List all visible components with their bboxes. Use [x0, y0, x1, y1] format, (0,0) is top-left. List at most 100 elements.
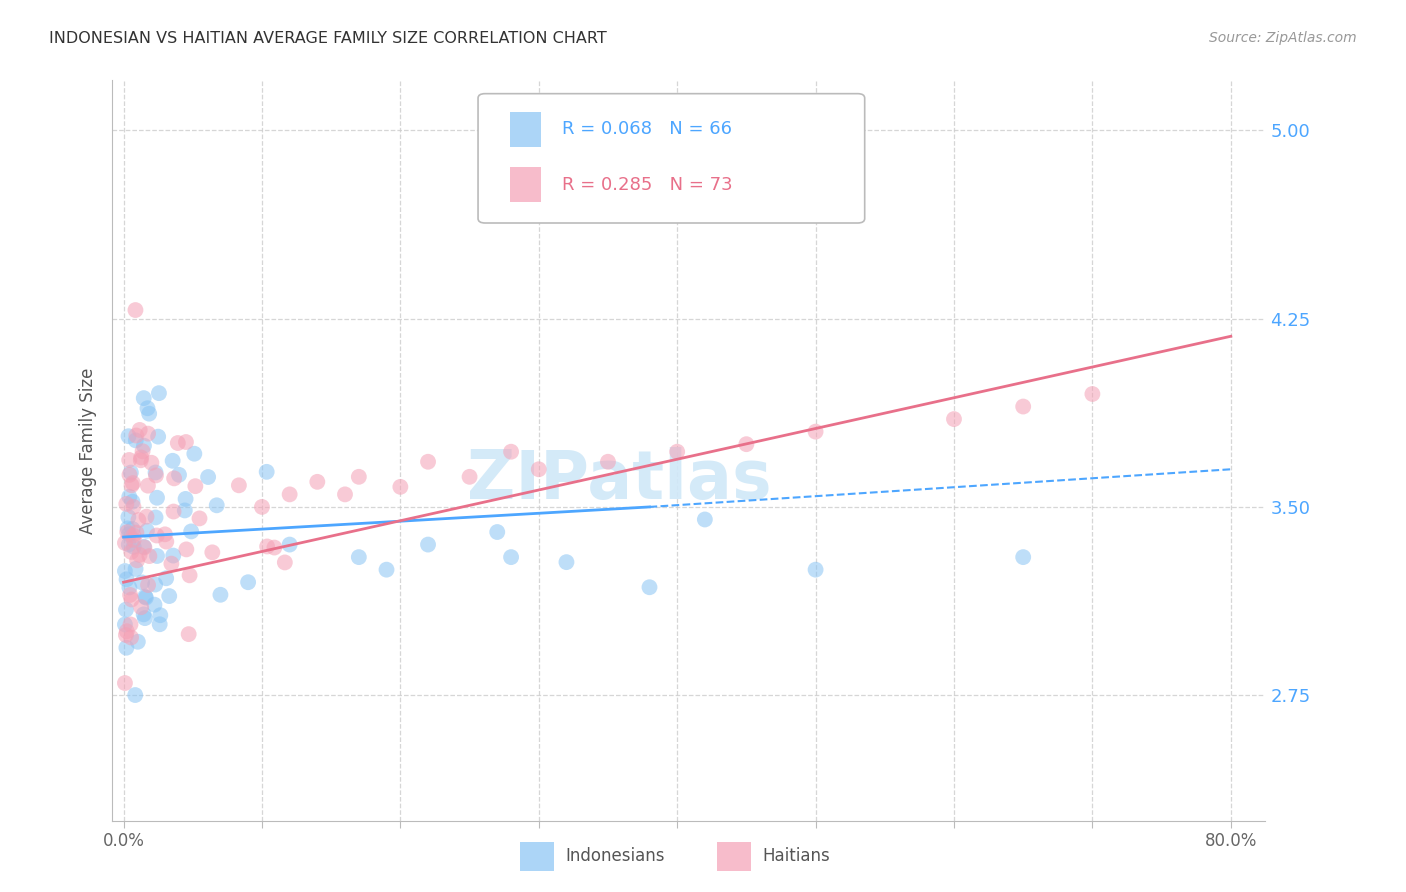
Point [486, 169, 509, 183]
Point [347, 470, 370, 484]
Point [167, 467, 190, 482]
Point [146, 491, 169, 505]
Point [155, 534, 177, 549]
Point [145, 468, 167, 483]
Point [416, 538, 439, 552]
Point [596, 455, 619, 469]
Point [124, 303, 146, 318]
Point [141, 456, 163, 470]
Point [120, 617, 142, 632]
Point [120, 466, 142, 480]
Point [666, 444, 689, 458]
Point [120, 545, 142, 559]
Point [136, 426, 159, 441]
Point [132, 391, 155, 405]
Point [129, 600, 152, 615]
Point [638, 580, 661, 594]
Point [149, 617, 172, 632]
Point [115, 572, 138, 586]
Point [122, 500, 145, 514]
Point [347, 550, 370, 565]
Point [136, 578, 159, 592]
Point [1012, 550, 1035, 565]
Point [135, 509, 157, 524]
Point [160, 557, 183, 571]
Point [114, 536, 136, 550]
Point [118, 581, 141, 595]
Point [117, 429, 139, 443]
Point [307, 475, 329, 489]
Point [118, 453, 141, 467]
Point [555, 555, 578, 569]
Point [121, 478, 143, 492]
Point [121, 494, 143, 508]
Point [129, 450, 152, 465]
Point [117, 510, 139, 524]
Point [166, 436, 188, 450]
Point [804, 425, 827, 439]
Point [118, 527, 141, 541]
Point [117, 521, 139, 535]
Point [135, 591, 157, 605]
Point [177, 627, 200, 641]
Point [735, 437, 758, 451]
Point [693, 512, 716, 526]
Point [136, 524, 159, 538]
Point [228, 478, 250, 492]
Point [134, 541, 156, 555]
Point [146, 430, 169, 444]
Text: INDONESIAN VS HAITIAN AVERAGE FAMILY SIZE CORRELATION CHART: INDONESIAN VS HAITIAN AVERAGE FAMILY SIZ… [49, 31, 607, 46]
Point [138, 549, 160, 563]
Point [389, 480, 412, 494]
Point [527, 462, 550, 476]
Point [501, 550, 523, 565]
Point [183, 447, 205, 461]
Point [134, 611, 156, 625]
Point [115, 497, 138, 511]
Y-axis label: Average Family Size: Average Family Size [79, 368, 97, 533]
Text: Source: ZipAtlas.com: Source: ZipAtlas.com [1209, 31, 1357, 45]
Point [134, 590, 156, 604]
Point [131, 575, 153, 590]
Point [118, 490, 141, 504]
Point [209, 588, 232, 602]
Point [127, 634, 149, 648]
Point [278, 487, 301, 501]
Point [124, 688, 146, 702]
Point [250, 500, 273, 514]
Point [162, 504, 184, 518]
Text: R = 0.068   N = 66: R = 0.068 N = 66 [562, 120, 733, 138]
Point [132, 607, 155, 622]
Point [416, 455, 439, 469]
Point [458, 470, 481, 484]
Text: Indonesians: Indonesians [565, 847, 665, 865]
Point [118, 467, 141, 482]
Point [174, 491, 197, 506]
Point [114, 617, 136, 632]
Point [138, 407, 160, 421]
Point [173, 503, 195, 517]
Point [145, 510, 167, 524]
Point [136, 401, 159, 416]
Point [125, 434, 148, 448]
Point [120, 631, 142, 645]
Point [115, 602, 138, 616]
Point [943, 412, 966, 426]
Point [155, 571, 177, 585]
Point [333, 487, 356, 501]
Point [114, 676, 136, 690]
Point [121, 522, 143, 536]
Point [278, 538, 301, 552]
Point [162, 454, 184, 468]
Point [115, 640, 138, 655]
Point [201, 545, 224, 559]
Point [197, 470, 219, 484]
Point [804, 563, 827, 577]
Point [124, 562, 146, 576]
Point [122, 476, 145, 491]
Point [157, 589, 180, 603]
Text: R = 0.285   N = 73: R = 0.285 N = 73 [562, 176, 733, 194]
Point [122, 540, 145, 554]
Point [121, 592, 143, 607]
Point [127, 553, 149, 567]
